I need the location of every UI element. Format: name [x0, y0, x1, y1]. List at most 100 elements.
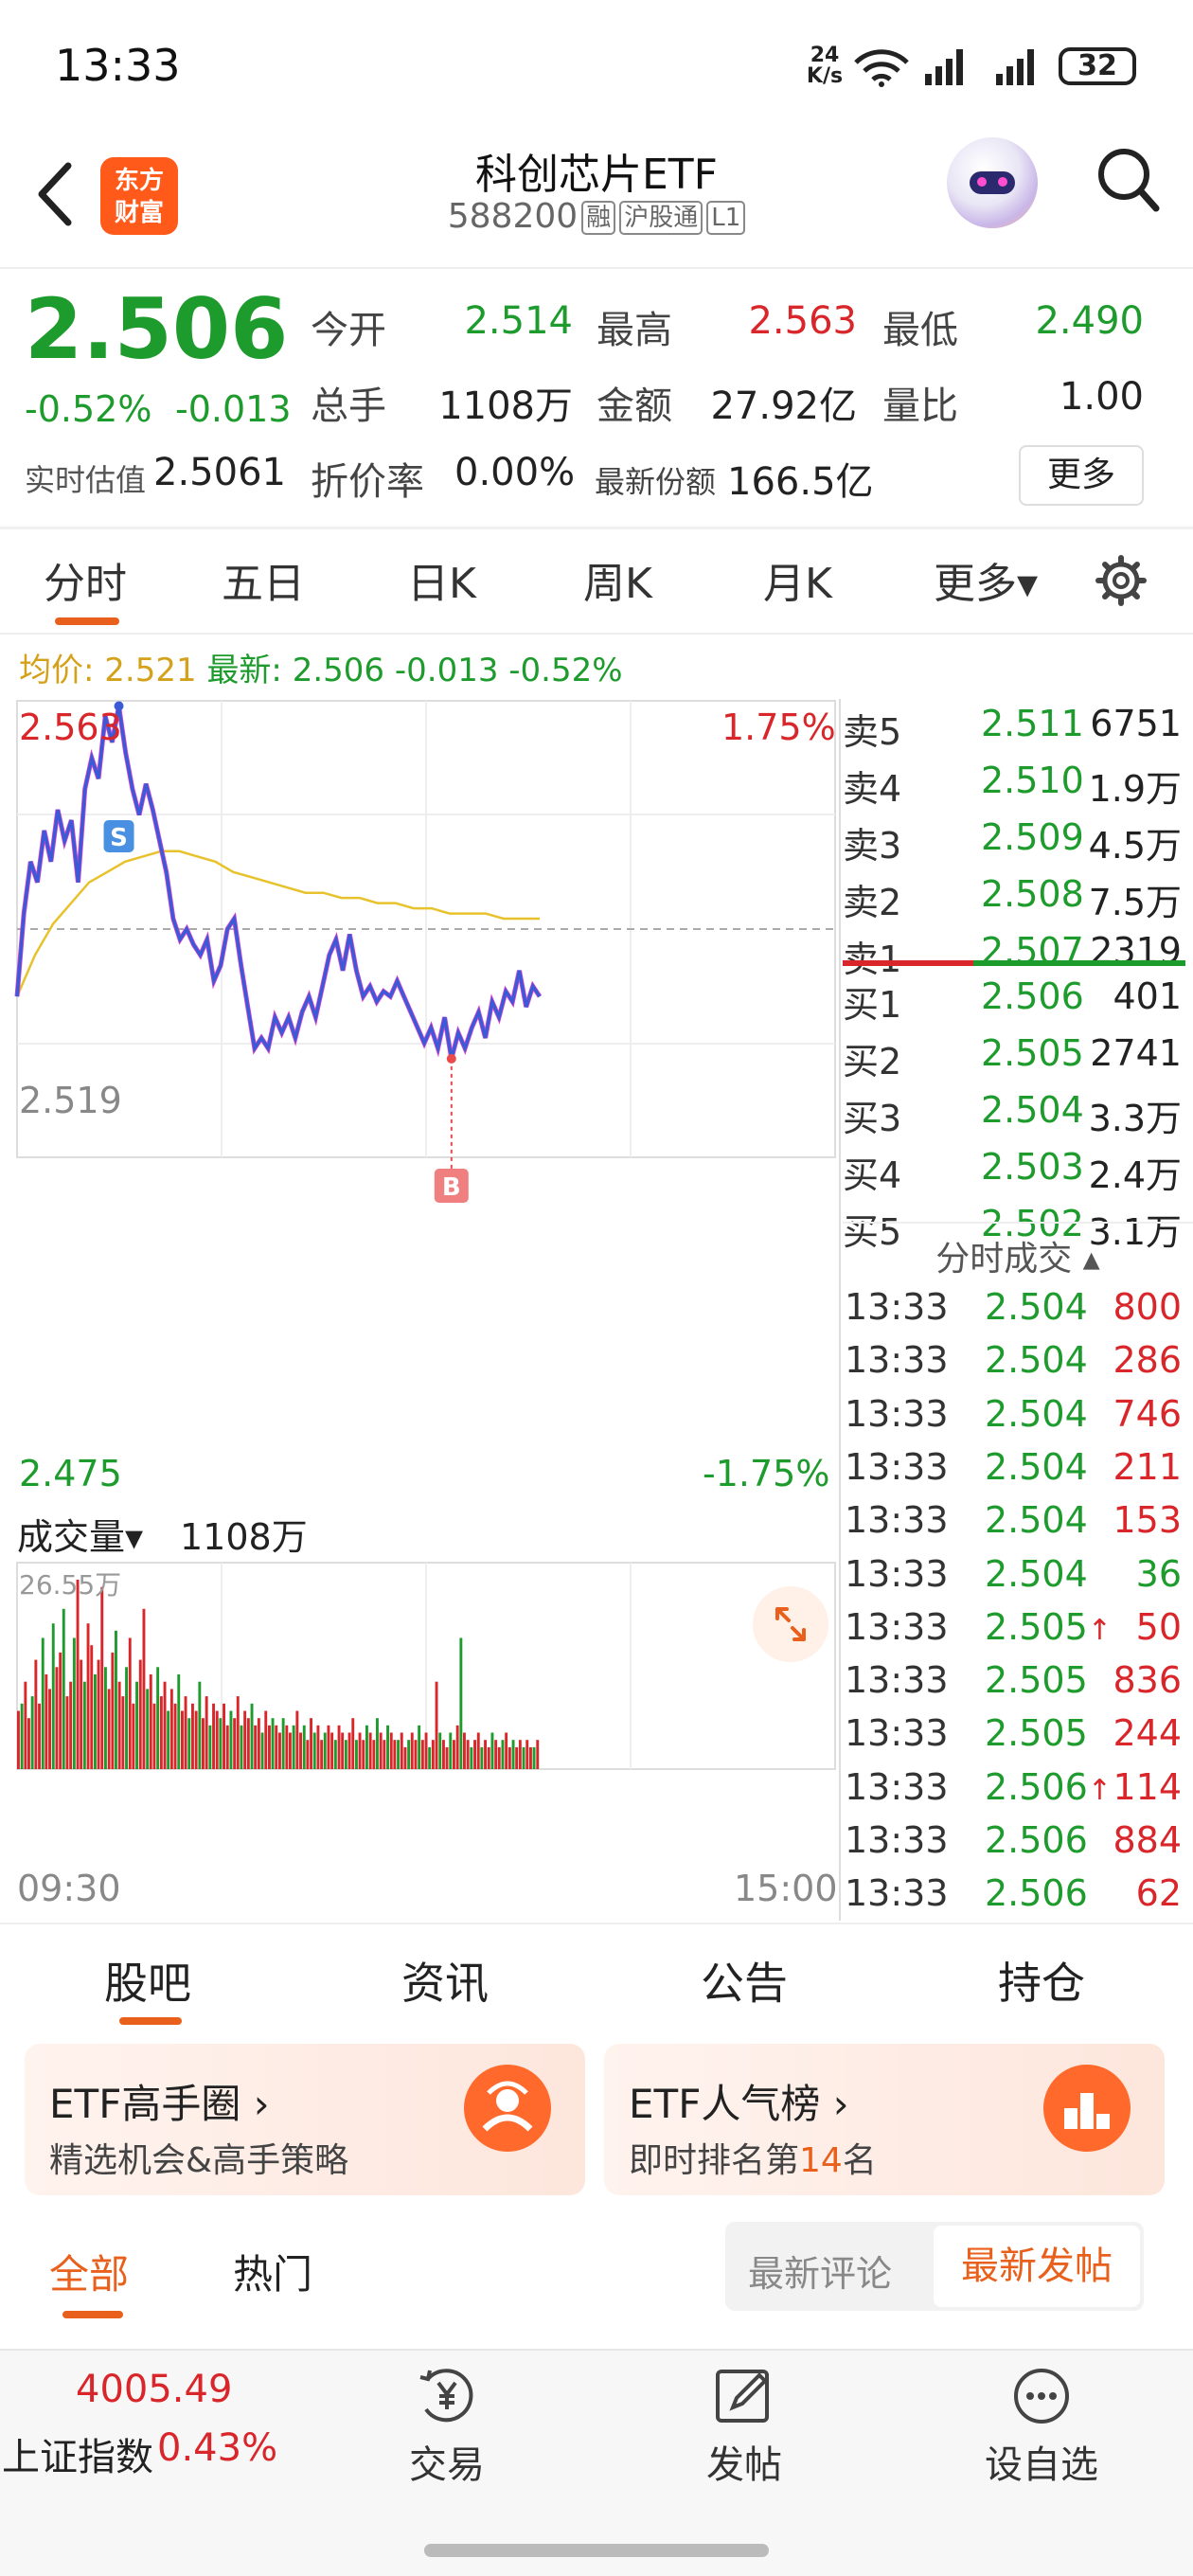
volume-bar — [254, 1725, 258, 1769]
eastmoney-logo[interactable]: 东方 财富 — [100, 157, 178, 235]
estimate-label: 实时估值 — [25, 462, 147, 498]
volume-total: 1108万 — [180, 1516, 308, 1558]
order-level-label: 卖4 — [843, 768, 902, 810]
trade-yen-icon[interactable] — [413, 2366, 481, 2426]
volume-bar — [202, 1718, 205, 1769]
tab-intraday[interactable]: 分时 — [44, 560, 127, 608]
time-start-label: 09:30 — [17, 1868, 121, 1909]
volume-label: 总手 — [311, 385, 386, 428]
home-indicator — [424, 2544, 769, 2557]
tab-hot-posts[interactable]: 热门 — [233, 2251, 313, 2298]
price-line-series — [15, 706, 542, 1060]
trade-volume: 836 — [1113, 1659, 1182, 1702]
trade-row: 13:33 2.504 746 — [843, 1393, 1193, 1446]
trade-row: 13:33 2.504 286 — [843, 1339, 1193, 1392]
ask-row[interactable]: 卖4 2.510 1.9万 — [843, 760, 1193, 810]
volume-bar — [65, 1696, 69, 1769]
volume-bar — [104, 1667, 107, 1769]
volume-selector[interactable]: 成交量▾ — [17, 1516, 144, 1558]
tab-forum[interactable]: 股吧 — [104, 1958, 191, 2009]
trade-price: 2.505↑ — [985, 1605, 1112, 1648]
volume-bar — [532, 1746, 536, 1769]
volume-bar — [45, 1674, 48, 1769]
bid-row[interactable]: 买2 2.505 2741 — [843, 1032, 1193, 1082]
volume-bar — [191, 1703, 194, 1769]
expand-icon[interactable] — [753, 1586, 828, 1662]
volume-bar — [435, 1681, 438, 1769]
volume-bar — [257, 1718, 260, 1769]
ask-row[interactable]: 卖2 2.508 7.5万 — [843, 873, 1193, 923]
volume-bar — [159, 1696, 163, 1769]
tab-monthly-k[interactable]: 月K — [763, 560, 832, 608]
sort-latest-comment[interactable]: 最新评论 — [748, 2253, 893, 2295]
intraday-chart[interactable]: SB — [0, 699, 838, 1921]
etf-expert-circle-card[interactable]: ETF高手圈 › 精选机会&高手策略 — [25, 2044, 585, 2195]
etf-popularity-card[interactable]: ETF人气榜 › 即时排名第14名 — [604, 2044, 1165, 2195]
bid-row[interactable]: 买5 2.502 3.1万 — [843, 1203, 1193, 1253]
tab-news[interactable]: 资讯 — [401, 1958, 489, 2009]
nav-watchlist[interactable]: 设自选 — [985, 2443, 1098, 2487]
volume-bar — [236, 1696, 240, 1769]
volume-bar — [121, 1696, 125, 1769]
index-value[interactable]: 4005.49 — [76, 2368, 233, 2411]
order-level-label: 卖5 — [843, 711, 902, 753]
assistant-robot-icon[interactable] — [947, 137, 1038, 228]
volume-bar — [181, 1710, 184, 1769]
ask-row[interactable]: 卖1 2.507 2319 — [843, 930, 1193, 980]
divider — [843, 1222, 1193, 1224]
volume-bar — [128, 1637, 132, 1769]
pct-bottom-label: -1.75% — [703, 1453, 830, 1494]
volume-bar — [281, 1718, 285, 1769]
tab-weekly-k[interactable]: 周K — [583, 560, 652, 608]
ask-row[interactable]: 卖5 2.511 6751 — [843, 703, 1193, 753]
volume-bar — [445, 1746, 449, 1769]
more-dots-icon[interactable] — [1007, 2366, 1076, 2426]
index-name[interactable]: 上证指数 — [2, 2436, 153, 2479]
trade-volume: 884 — [1113, 1819, 1182, 1861]
search-icon[interactable] — [1094, 142, 1162, 218]
more-button[interactable]: 更多 — [1019, 445, 1144, 506]
price-line-shadow — [14, 706, 543, 1060]
gear-icon[interactable] — [1095, 554, 1148, 607]
volume-bar — [302, 1725, 306, 1769]
volume-bar — [365, 1725, 368, 1769]
signal-icon-2 — [996, 49, 1034, 85]
volume-bar — [115, 1630, 117, 1769]
nav-trade[interactable]: 交易 — [409, 2443, 485, 2487]
bid-row[interactable]: 买3 2.504 3.3万 — [843, 1089, 1193, 1139]
volume-bar — [487, 1746, 490, 1769]
tab-all-posts[interactable]: 全部 — [49, 2251, 130, 2298]
volume-bar — [149, 1674, 152, 1769]
bid-row[interactable]: 买4 2.503 2.4万 — [843, 1146, 1193, 1196]
index-change[interactable]: 0.43% — [157, 2426, 278, 2470]
sort-latest-post[interactable]: 最新发帖 — [934, 2226, 1140, 2307]
avg-value: 2.521 — [104, 652, 197, 689]
tab-more[interactable]: 更多▾ — [934, 560, 1039, 608]
trade-time: 13:33 — [845, 1872, 949, 1915]
ask-row[interactable]: 卖3 2.509 4.5万 — [843, 816, 1193, 867]
order-level-label: 买5 — [843, 1211, 902, 1253]
latest-value: 2.506 -0.013 -0.52% — [292, 652, 623, 689]
tab-holdings[interactable]: 持仓 — [998, 1958, 1085, 2009]
bottom-bar — [0, 2349, 1193, 2576]
volume-ratio-value: 1.00 — [1059, 375, 1144, 419]
trade-price: 2.506 — [985, 1872, 1088, 1915]
volume-bar — [268, 1725, 271, 1769]
volume-bar — [167, 1710, 170, 1769]
bid-row[interactable]: 买1 2.506 401 — [843, 975, 1193, 1026]
tab-daily-k[interactable]: 日K — [407, 560, 476, 608]
y-top-label: 2.563 — [19, 707, 122, 748]
volume-bar — [466, 1740, 470, 1769]
volume-bar — [187, 1718, 191, 1769]
trade-list-header[interactable]: 分时成交 ▴ — [935, 1240, 1100, 1279]
stock-code: 588200 — [447, 197, 579, 236]
tab-announcements[interactable]: 公告 — [701, 1958, 788, 2009]
nav-post[interactable]: 发帖 — [706, 2443, 782, 2487]
back-arrow-icon[interactable] — [28, 156, 85, 232]
amount-label: 金额 — [596, 385, 672, 428]
volume-bar — [38, 1703, 41, 1769]
tab-five-day[interactable]: 五日 — [222, 560, 305, 608]
volume-bar — [219, 1718, 223, 1769]
divider — [0, 527, 1193, 529]
post-edit-icon[interactable] — [710, 2366, 778, 2426]
